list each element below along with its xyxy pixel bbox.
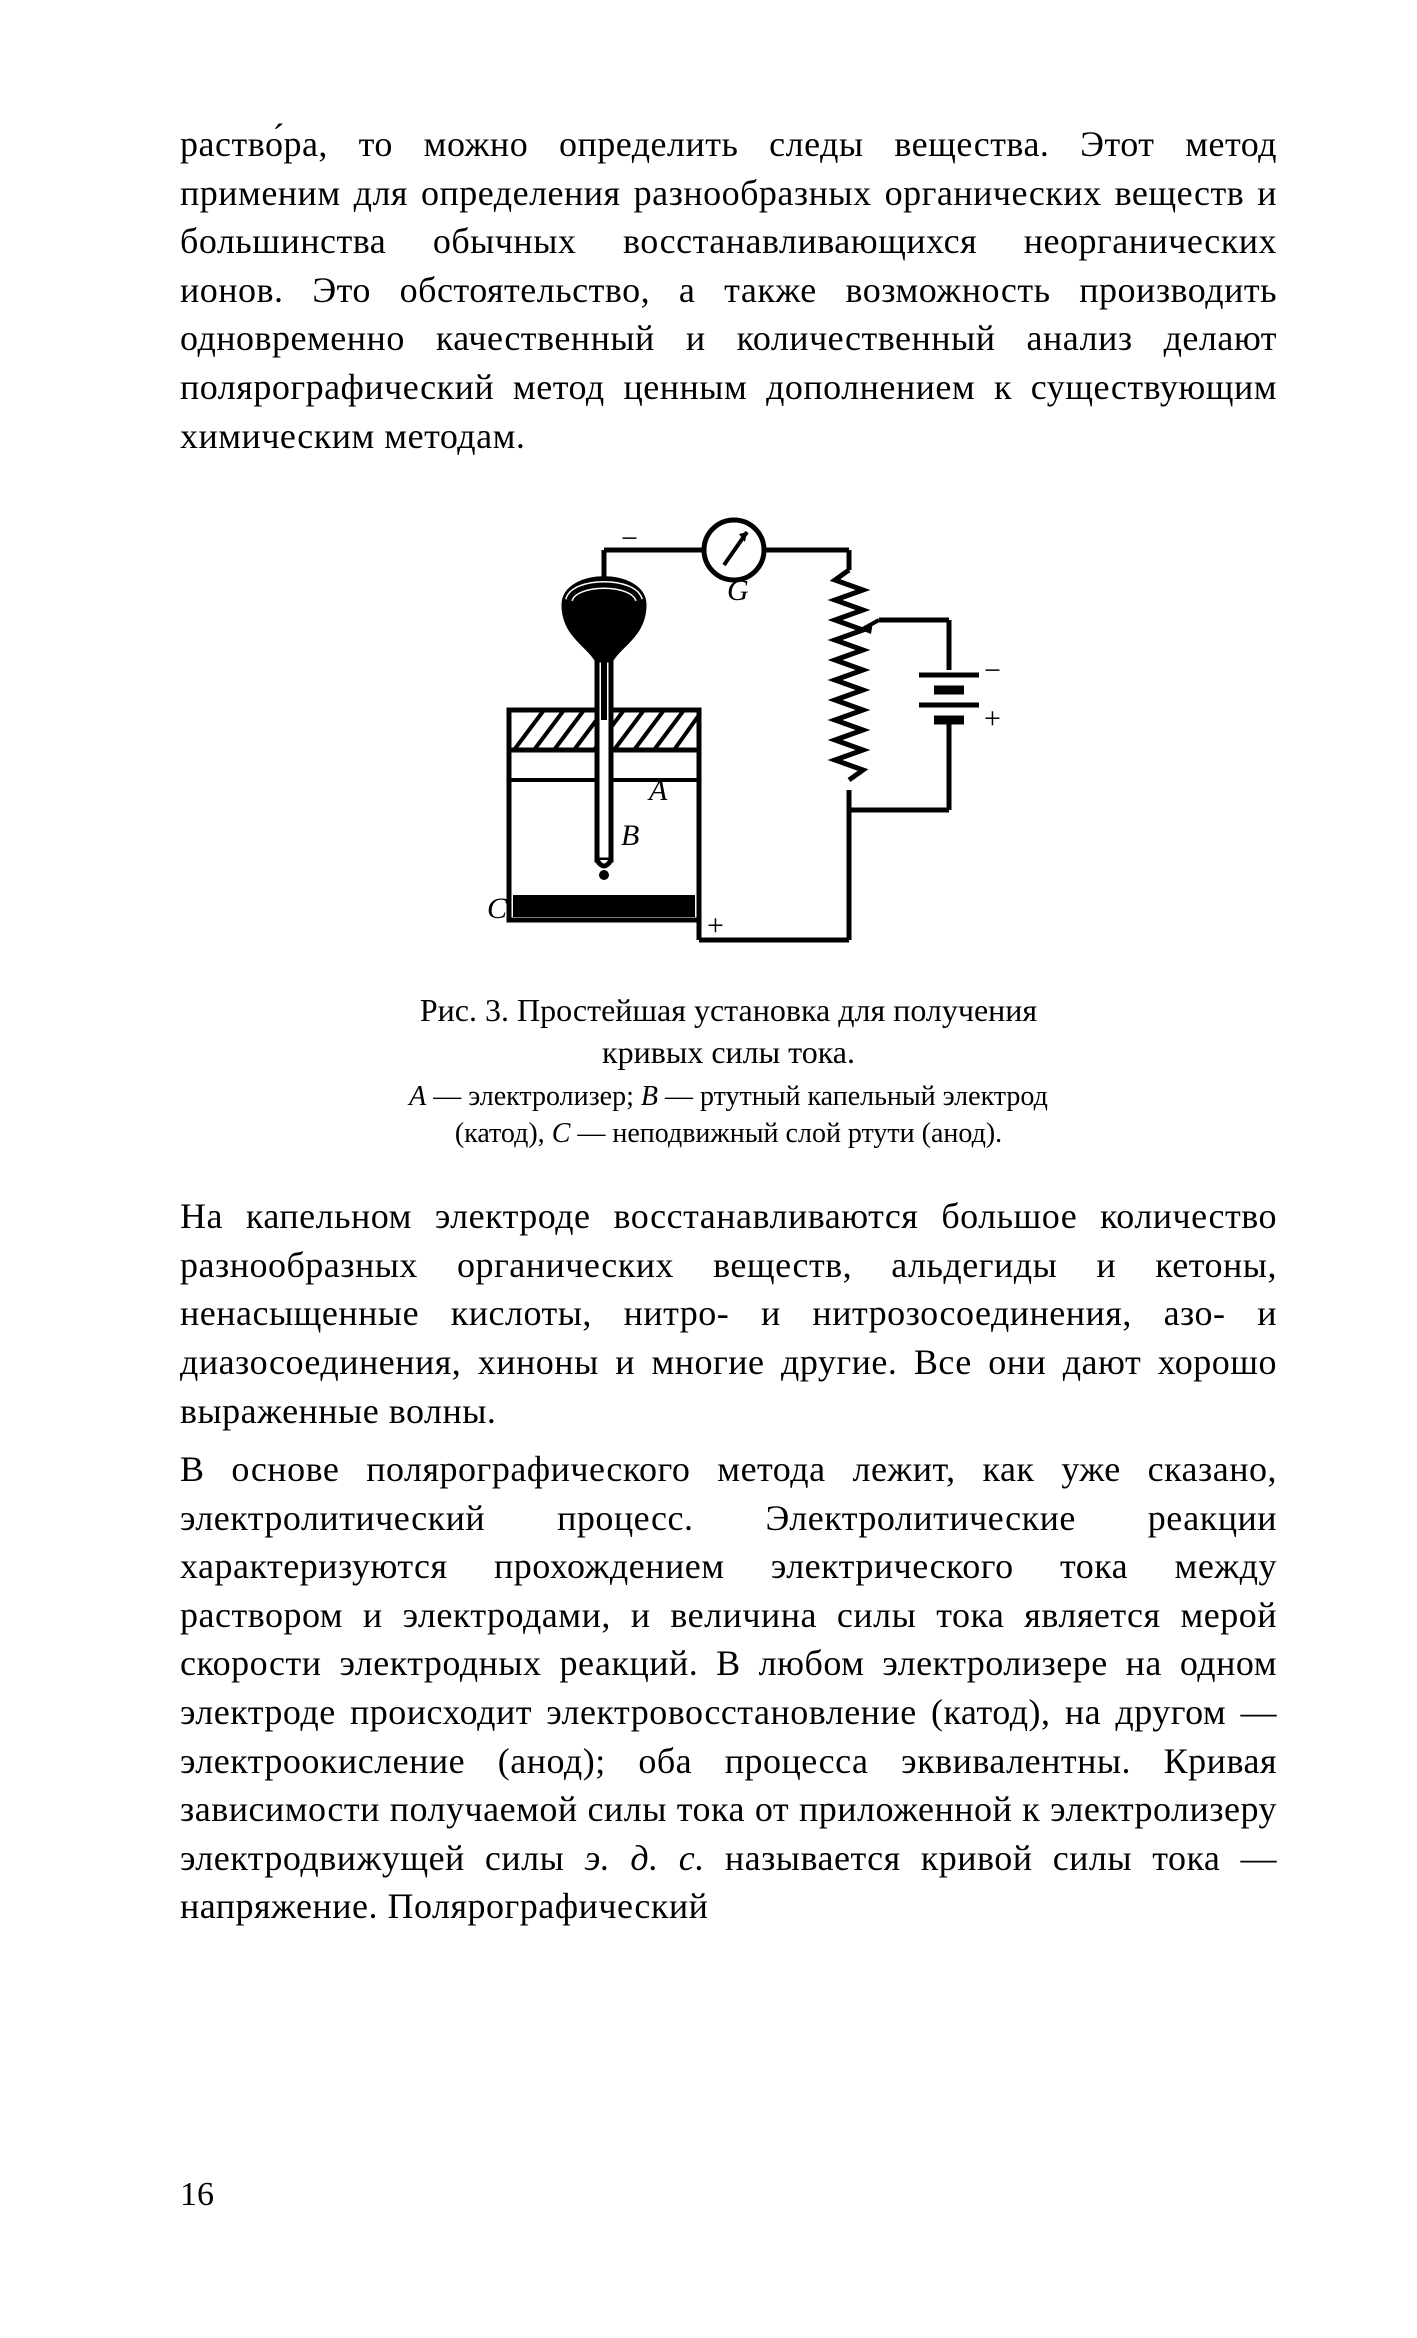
figure-diagram: A B C G − + + − xyxy=(449,510,1009,970)
label-C: C xyxy=(487,892,508,925)
paragraph-2: На капельном электроде восстанавливаются… xyxy=(180,1192,1277,1435)
sign-plus-anode: + xyxy=(707,909,724,942)
page: раство́ра, то можно определить следы вещ… xyxy=(0,0,1417,2338)
page-number: 16 xyxy=(180,2172,214,2218)
sub-C: C xyxy=(552,1118,571,1149)
figure-caption-text: Простейшая установка для получения кривы… xyxy=(509,992,1037,1070)
sub-A: A xyxy=(409,1081,426,1112)
sub-t3: — неподвижный слой ртути (анод). xyxy=(570,1118,1002,1149)
paragraph-1: раство́ра, то можно определить следы вещ… xyxy=(180,120,1277,460)
label-A: A xyxy=(647,774,668,807)
paragraph-3: В основе полярографического метода лежит… xyxy=(180,1445,1277,1931)
diagram-signs: − + + − xyxy=(621,522,1001,942)
sub-B: B xyxy=(641,1081,658,1112)
label-G: G xyxy=(727,574,749,607)
figure-caption: Рис. 3. Простейшая установка для получен… xyxy=(379,990,1079,1073)
p3-part1: В основе полярографического метода лежит… xyxy=(180,1449,1277,1878)
battery xyxy=(699,675,979,940)
sign-plus-battery: + xyxy=(984,702,1001,735)
figure-subcaption: A — электролизер; B — ртутный капельный … xyxy=(379,1079,1079,1152)
sub-t1: — электролизер; xyxy=(426,1081,641,1112)
figure-number: Рис. 3. xyxy=(420,992,509,1028)
sign-minus-battery: − xyxy=(984,654,1001,687)
wiring xyxy=(604,520,849,580)
figure-block: A B C G − + + − Рис. 3. Простейшая устан… xyxy=(379,510,1079,1152)
sign-minus: − xyxy=(621,522,638,555)
p3-emf: э. д. с. xyxy=(584,1838,704,1878)
label-B: B xyxy=(621,819,639,852)
